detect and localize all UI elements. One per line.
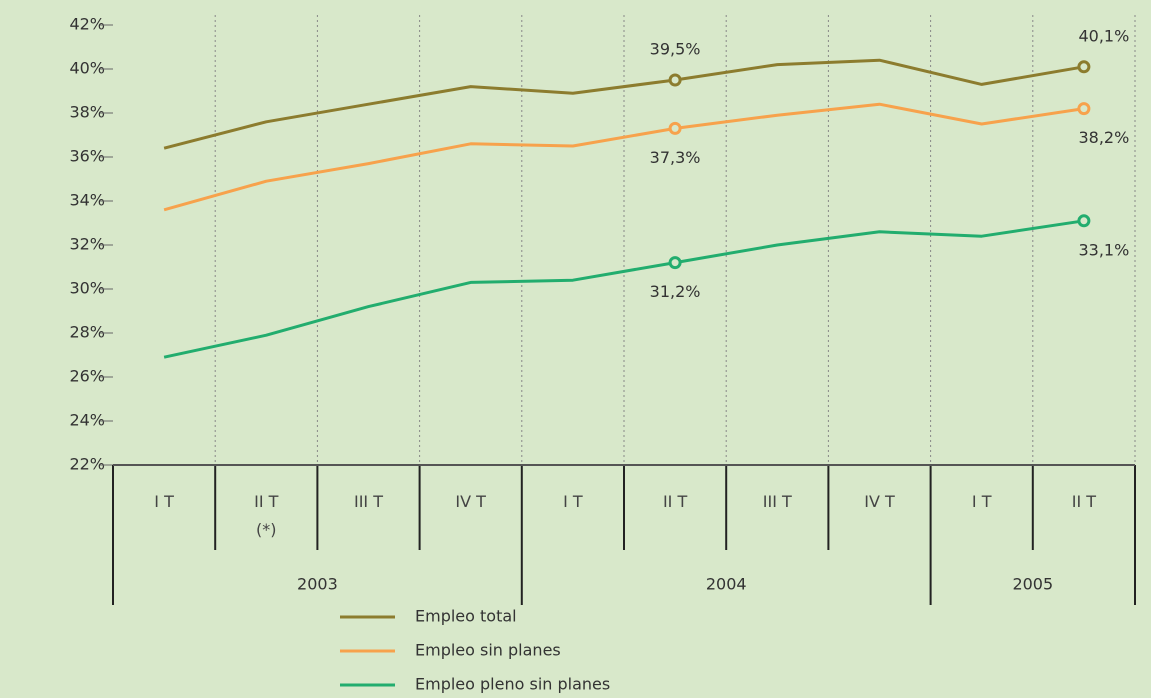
- x-tick-label: II T: [1071, 492, 1097, 511]
- x-tick-label: IV T: [864, 492, 895, 511]
- x-tick-label: I T: [563, 492, 583, 511]
- point-marker: [668, 256, 682, 270]
- y-tick-label: 42%: [69, 15, 105, 34]
- y-tick-label: 34%: [69, 191, 105, 210]
- x-tick-label: II T: [662, 492, 688, 511]
- data-label: 40,1%: [1078, 26, 1129, 45]
- y-tick-label: 22%: [69, 455, 105, 474]
- y-tick-label: 40%: [69, 59, 105, 78]
- year-label: 2004: [706, 575, 747, 594]
- legend-label: Empleo sin planes: [415, 641, 561, 660]
- data-label: 37,3%: [650, 148, 701, 167]
- x-tick-label: I T: [971, 492, 992, 511]
- x-tick-label: II T (*): [254, 492, 279, 539]
- data-label: 39,5%: [650, 40, 701, 59]
- point-marker: [1077, 102, 1091, 116]
- y-tick-label: 26%: [69, 367, 105, 386]
- year-label: 2005: [1012, 575, 1053, 594]
- data-label: 38,2%: [1078, 128, 1129, 147]
- x-tick-label: I T: [154, 492, 174, 511]
- x-tick-label: III T: [762, 492, 792, 511]
- x-tick-label: IV T: [455, 492, 486, 511]
- y-tick-label: 30%: [69, 279, 105, 298]
- point-marker: [1077, 214, 1091, 228]
- x-tick-label: III T: [353, 492, 383, 511]
- series-line: [163, 219, 1085, 359]
- y-tick-label: 28%: [69, 323, 105, 342]
- data-label: 31,2%: [650, 282, 701, 301]
- y-tick-label: 38%: [69, 103, 105, 122]
- y-tick-label: 24%: [69, 411, 105, 430]
- point-marker: [1077, 60, 1091, 74]
- y-tick-label: 36%: [69, 147, 105, 166]
- point-marker: [668, 73, 682, 87]
- data-label: 33,1%: [1078, 240, 1129, 259]
- legend-label: Empleo total: [415, 607, 517, 626]
- series-line: [163, 58, 1085, 150]
- series-line: [163, 102, 1085, 212]
- point-marker: [668, 121, 682, 135]
- legend-label: Empleo pleno sin planes: [415, 675, 610, 694]
- y-tick-label: 32%: [69, 235, 105, 254]
- year-label: 2003: [297, 575, 338, 594]
